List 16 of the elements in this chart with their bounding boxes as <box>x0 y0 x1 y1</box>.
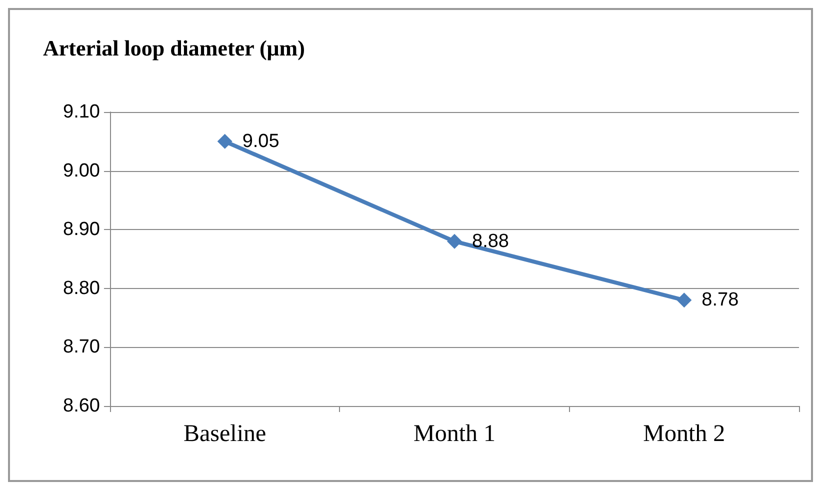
data-label: 8.78 <box>702 290 739 311</box>
y-tick-label: 9.10 <box>63 102 100 122</box>
x-tick-label: Month 1 <box>413 421 496 447</box>
x-tick-label: Month 2 <box>643 421 726 447</box>
y-tick-label: 8.90 <box>63 219 100 240</box>
point <box>676 292 692 308</box>
y-tick-label: 8.60 <box>63 396 100 416</box>
point <box>217 134 232 149</box>
y-tick-label: 8.70 <box>63 336 100 358</box>
y-tick-label: 9.00 <box>63 160 100 182</box>
data-label: 9.05 <box>242 130 280 152</box>
data-label: 8.88 <box>472 230 509 252</box>
point <box>447 234 462 249</box>
chart-title: Arterial loop diameter (μm) <box>43 36 305 60</box>
x-tick-label: Baseline <box>184 421 266 447</box>
y-tick-label: 8.80 <box>63 278 100 299</box>
